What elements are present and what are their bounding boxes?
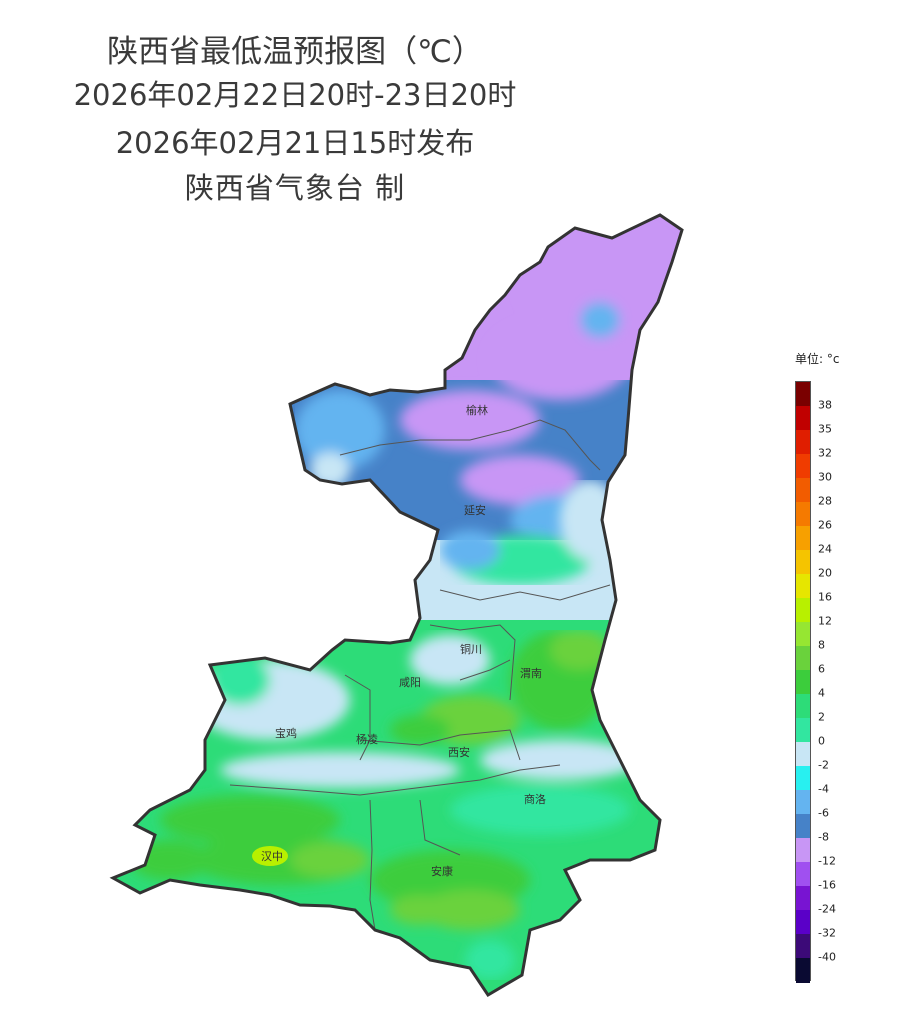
legend-swatch [796, 862, 810, 887]
legend-swatch [796, 934, 810, 959]
city-label-shangluo: 商洛 [524, 792, 546, 806]
legend-label: 30 [818, 470, 832, 484]
city-label-baoji: 宝鸡 [275, 726, 297, 740]
legend-swatch [796, 478, 810, 503]
city-label-weinan: 渭南 [520, 667, 542, 680]
color-legend [795, 381, 811, 983]
legend-swatch [796, 646, 810, 671]
city-labels: 榆林 延安 铜川 咸阳 渭南 宝鸡 杨凌 西安 商洛 汉中 安康 [261, 403, 546, 878]
legend-swatch [796, 886, 810, 911]
legend-label: 38 [818, 398, 832, 412]
legend-label: 12 [818, 614, 832, 628]
producer-credit: 陕西省气象台 制 [184, 171, 406, 205]
legend-label: 28 [818, 494, 832, 508]
legend-label: -2 [818, 758, 829, 772]
legend-label: -4 [818, 782, 829, 796]
legend-label: 35 [818, 422, 832, 436]
legend-swatch [796, 670, 810, 695]
prefecture-boundaries [229, 419, 611, 931]
legend-swatch [796, 910, 810, 935]
city-label-xianyang: 咸阳 [399, 676, 421, 689]
legend-swatch [796, 382, 810, 407]
legend-label: -12 [818, 854, 836, 868]
issue-time: 2026年02月21日15时发布 [115, 126, 475, 160]
legend-swatch [796, 430, 810, 455]
city-label-hanzhong: 汉中 [261, 850, 283, 863]
legend-label: 8 [818, 638, 825, 652]
legend-label: 2 [818, 710, 825, 724]
forecast-period: 2026年02月22日20时-23日20时 [73, 78, 517, 112]
map-title: 陕西省最低温预报图（℃） [107, 34, 483, 70]
legend-label: -6 [818, 806, 829, 820]
city-label-xian: 西安 [448, 745, 470, 759]
legend-label: -24 [818, 902, 836, 916]
legend-swatch [796, 718, 810, 743]
legend-swatch [796, 550, 810, 575]
legend-label: 24 [818, 542, 832, 556]
legend-label: 26 [818, 518, 832, 532]
legend-label: -40 [818, 950, 836, 964]
legend-label: -32 [818, 926, 836, 940]
city-label-yulin: 榆林 [466, 403, 488, 417]
legend-swatch [796, 526, 810, 551]
legend-swatch [796, 574, 810, 599]
legend-swatch [796, 814, 810, 839]
legend-unit: 单位: °c [795, 352, 840, 366]
city-label-ankang: 安康 [431, 864, 453, 878]
legend-swatch [796, 694, 810, 719]
legend-swatch [796, 598, 810, 623]
legend-swatch [796, 958, 810, 983]
legend-label: 20 [818, 566, 832, 580]
legend-label: 32 [818, 446, 832, 460]
city-label-yangling: 杨凌 [356, 732, 378, 746]
legend-swatch [796, 622, 810, 647]
legend-swatch [796, 742, 810, 767]
legend-label: 16 [818, 590, 832, 604]
legend-label: 4 [818, 686, 825, 700]
legend-swatch [796, 766, 810, 791]
legend-label: 6 [818, 662, 825, 676]
legend-swatch [796, 454, 810, 479]
legend-swatch [796, 838, 810, 863]
legend-swatch [796, 790, 810, 815]
legend-label: -16 [818, 878, 836, 892]
temperature-fill [113, 215, 682, 995]
province-outline [109, 213, 684, 998]
legend-swatch [796, 406, 810, 431]
legend-label: -8 [818, 830, 829, 844]
legend-label: 0 [818, 734, 825, 748]
city-label-tongchuan: 铜川 [460, 642, 482, 656]
city-label-yanan: 延安 [464, 503, 486, 517]
legend-swatch [796, 502, 810, 527]
